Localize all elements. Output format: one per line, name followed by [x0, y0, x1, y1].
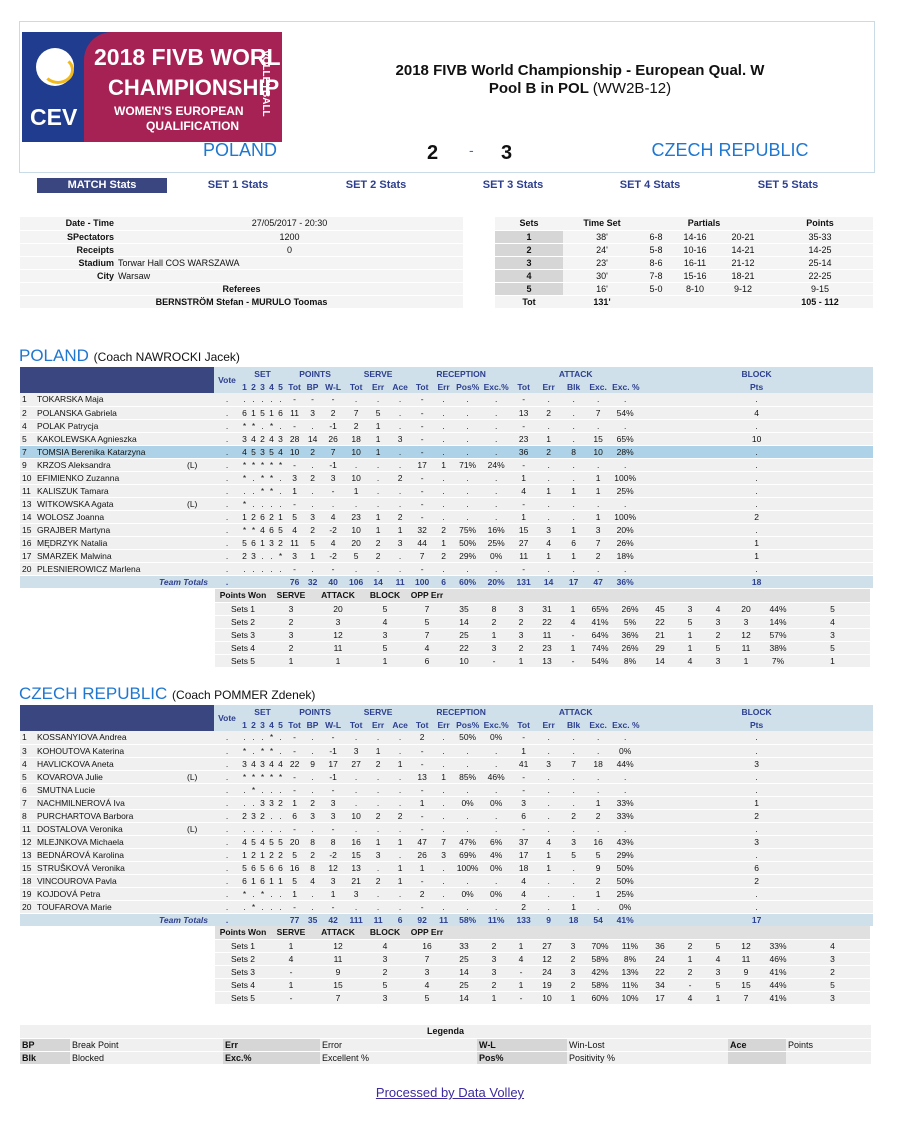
set-row: 2 24' 5-8 10-16 14-21 14-25 [495, 243, 873, 257]
tab-set4-stats[interactable]: SET 4 Stats [619, 179, 681, 191]
player-row: 17 SMARZEK Malwina. 2 3.. * 3 1 -2 5 2. 7 2 29% 0% 11 1… [20, 549, 873, 563]
player-row: 2 POLANSKA Gabriela. 6 1 5 1 6 11 3 2 7 5. -... 13 2. 7… [20, 406, 873, 420]
tab-set3-stats[interactable]: SET 3 Stats [482, 179, 544, 191]
breakdown-header-row: Points Won SERVE ATTACK BLOCK OPP Err [215, 589, 870, 603]
breakdown-row: Sets 3-9 2 3 14 3-24 3 42% 13% 22 2 3 9 41% 2 [215, 965, 870, 979]
set-row: 5 16' 5-0 8-10 9-12 9-15 [495, 282, 873, 296]
tab-match-stats[interactable]: MATCH Stats [37, 178, 167, 193]
player-row: 5 KOVAROVA Julie (L). * * * * * -. -1... 13 1 85% 46%… [20, 770, 873, 784]
player-row: 11 DOSTALOVA Veronika (L)...... -. -... -... -… [20, 822, 873, 836]
player-row: 4 HAVLICKOVA Aneta. 3 4 3 4 4 22 9 17 27 2 1-... 41 3 7… [20, 757, 873, 771]
player-row: 9 KRZOS Aleksandra (L). * * * * * -. -1... 17 1 71% 2… [20, 458, 873, 472]
player-row: 11 KALISZUK Tamara... * *. 1. -1.. -... 4 1 1 1 25%… [20, 484, 873, 498]
group-header-row: Vote SET POINTS SERVE RECEPTION ATTACK BLOCK [20, 705, 873, 731]
home-team-name: POLAND [202, 140, 278, 160]
column-header-row: 1 2 3 4 5 Tot BP W-L Tot Err Ace Tot Err Pos% Exc.% Tot… [20, 718, 873, 731]
championship-logo: CEV 2018 FIVB WORLD CHAMPIONSHIP WOMEN'S… [22, 32, 282, 142]
page-title: 2018 FIVB World Championship - European … [395, 62, 765, 97]
breakdown-row: Sets 2 4 11 3 7 25 3 4 12 2 58% 8% 24 1 4 11 46% 3 [215, 952, 870, 966]
breakdown-row: Sets 4 2 11 5 4 22 3 2 23 1 74% 26% 29 1 5 11 38% 5 [215, 641, 870, 655]
player-row: 6 SMUTNA Lucie.. *... -. -... -... -..... [20, 783, 873, 797]
player-row: 3 KOHOUTOVA Katerina. *. * *. -. -1 3 1. -... 1...… [20, 744, 873, 758]
player-row: 15 GRAJBER Martyna. * * 4 6 5 4 2 -2 10 1 1 32 2 75% 16%… [20, 523, 873, 537]
player-row: 14 WOLOSZ Joanna. 1 2 6 2 1 5 3 4 23 1 2-... 1.. 1 100%… [20, 510, 873, 524]
breakdown-row: Sets 4 1 15 5 4 25 2 1 19 2 58% 11% 34-5 15 44% 5 [215, 978, 870, 992]
sets-summary-table: Sets Time Set Partials Points 1 38' 6-8 14-16 2… [495, 217, 873, 309]
tab-set5-stats[interactable]: SET 5 Stats [757, 179, 819, 191]
player-row: 20 PLESNIEROWICZ Marlena...... -. -... -... -… [20, 562, 873, 576]
player-row: 13 WITKOWSKA Agata (L). *.... -..... -... -...… [20, 497, 873, 511]
player-row: 8 PURCHARTOVA Barbora. 2 3 2.. 6 3 3 10 2 2-... 6. 2… [20, 809, 873, 823]
score-separator: - [469, 142, 474, 158]
player-row: 20 TOUFAROVA Marie.. *... -. -... -... 2. 1. 0%. [20, 900, 873, 914]
group-header-row: Vote SET POINTS SERVE RECEPTION ATTACK BLOCK [20, 367, 873, 393]
legend-row: BP Break Point Err Error W-L Win-Lost Ace Point… [20, 1038, 871, 1052]
set-row: 1 38' 6-8 14-16 20-21 35-33 [495, 230, 873, 244]
player-row: 5 KAKOLEWSKA Agnieszka. 3 4 2 4 3 28 14 26 18 1 3-..… [20, 432, 873, 446]
breakdown-row: Sets 1 3 20 5 7 35 8 3 31 1 65% 26% 45 3 4 20 44% 5 [215, 602, 870, 616]
away-team-name: CZECH REPUBLIC [651, 140, 809, 160]
poland-title: POLAND (Coach NAWROCKI Jacek) [19, 346, 240, 365]
player-row: 19 KOJDOVÁ Petra. *. *.. 1. 1 3.. 2. 0% 0% 4.. 1 25%… [20, 887, 873, 901]
breakdown-row: Sets 5-7 3 5 14 1-10 1 60% 10% 17 4 1 7 41% 3 [215, 991, 870, 1005]
player-row: 12 MLEJNKOVA Michaela. 4 5 4 5 5 20 8 8 16 1 1 47 7 47%… [20, 835, 873, 849]
player-row: 1 KOSSANYIOVA Andrea.... *. -. -... 2. 50% 0% -.… [20, 731, 873, 745]
set-row: 3 23' 8-6 16-11 21-12 25-14 [495, 256, 873, 270]
poland-stats-table: Vote SET POINTS SERVE RECEPTION ATTACK BLOCK 1 2… [20, 367, 873, 588]
tab-set1-stats[interactable]: SET 1 Stats [207, 179, 269, 191]
column-header-row: 1 2 3 4 5 Tot BP W-L Tot Err Ace Tot Err Pos% Exc.% Tot… [20, 380, 873, 393]
player-row: 10 EFIMIENKO Zuzanna. *. * *. 3 2 3 10. 2-... 1.. 1… [20, 471, 873, 485]
czech-title: CZECH REPUBLIC (Coach POMMER Zdenek) [19, 684, 316, 703]
player-row: 13 BEDNÁROVÁ Karolina. 1 2 1 2 2 5 2 -2 15 3. 26 3 69%… [20, 848, 873, 862]
player-row: 15 STRUŠKOVÁ Veronika. 5 6 5 6 6 16 8 12 13. 1 1. 100… [20, 861, 873, 875]
team-totals-row: Team Totals. 77 35 42 111 11 6 92 11 58% 11% 133 9 18… [20, 913, 873, 926]
player-row: 16 MĘDRZYK Natalia. 5 6 1 3 2 11 5 4 20 2 3 44 1 50% 25%… [20, 536, 873, 550]
legend-row: Blk Blocked Exc.% Excellent % Pos% Positivity… [20, 1051, 871, 1065]
team-totals-row: Team Totals. 76 32 40 106 14 11 100 6 60% 20% 131 14… [20, 575, 873, 588]
player-row: 4 POLAK Patrycja. * *. *. -. -1 2 1. -... -..... [20, 419, 873, 433]
sets-total-row: Tot 131' 105 - 112 [495, 295, 873, 309]
set-row: 4 30' 7-8 15-16 18-21 22-25 [495, 269, 873, 283]
czech-stats-table: Vote SET POINTS SERVE RECEPTION ATTACK BLOCK 1 2… [20, 705, 873, 926]
player-row: 18 VINCOUROVA Pavla. 6 1 6 1 1 5 4 3 21 2 1-... 4.. 2 5… [20, 874, 873, 888]
breakdown-row: Sets 5 1 1 1 6 10-1 13-54% 8% 14 4 3 1 7% 1 [215, 654, 870, 668]
volleyball-icon [36, 48, 74, 86]
player-row: 7 NACHMILNEROVÁ Iva... 3 3 2 1 2 3... 1. 0% 0% 3.. 1… [20, 796, 873, 810]
data-volley-link[interactable]: Processed by Data Volley [375, 1085, 525, 1100]
match-info-table: Date - Time 27/05/2017 - 20:30 SPectators… [20, 217, 463, 309]
breakdown-row: Sets 1 1 12 4 16 33 2 1 27 3 70% 11% 36 2 5 12 33% 4 [215, 939, 870, 953]
player-row: 1 TOKARSKA Maja...... - - -... -... -..... [20, 393, 873, 407]
breakdown-header-row: Points Won SERVE ATTACK BLOCK OPP Err [215, 926, 870, 940]
away-sets-score: 3 [500, 142, 513, 164]
breakdown-row: Sets 2 2 3 4 5 14 2 2 22 4 41% 5% 22 5 3 3 14% 4 [215, 615, 870, 629]
legend-table: Legenda BP Break Point Err Error W-L Win-Lost… [20, 1025, 871, 1065]
tab-set2-stats[interactable]: SET 2 Stats [345, 179, 407, 191]
match-header: CEV 2018 FIVB WORLD CHAMPIONSHIP WOMEN'S… [19, 21, 875, 173]
home-sets-score: 2 [426, 142, 439, 164]
player-row: 7 TOMSIA Berenika Katarzyna. 4 5 3 5 4 10 2 7 10 1.… [20, 445, 873, 459]
breakdown-row: Sets 3 3 12 3 7 25 1 3 11-64% 36% 21 1 2 12 57% 3 [215, 628, 870, 642]
